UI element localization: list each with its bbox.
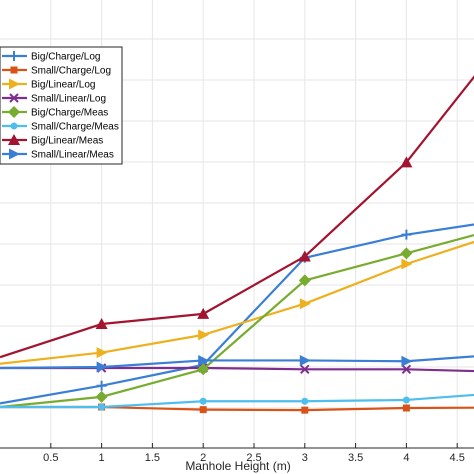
legend-label: Big/Charge/Log (31, 52, 101, 63)
data-point (96, 347, 108, 359)
legend-marker (8, 134, 20, 145)
legend-marker (10, 66, 18, 74)
legend-item: Big/Linear/Log (2, 78, 96, 91)
legend-item: Big/Linear/Meas (2, 134, 103, 147)
legend-marker (9, 78, 20, 90)
data-point (98, 403, 106, 411)
series-layer (0, 75, 474, 414)
data-point (96, 380, 107, 391)
legend-item: Big/Charge/Meas (2, 106, 108, 119)
legend-label: Small/Linear/Meas (31, 150, 114, 161)
series-line (0, 223, 474, 405)
data-point (96, 361, 108, 373)
x-tick-label: 4 (403, 452, 409, 464)
legend-item: Small/Linear/Log (2, 93, 106, 105)
legend-item: Big/Charge/Log (2, 51, 101, 63)
data-point (401, 355, 413, 367)
legend: Big/Charge/Log Small/Charge/Log Big/Linear… (0, 46, 123, 165)
data-point (300, 364, 310, 375)
data-point (95, 390, 108, 403)
series-line (0, 75, 474, 359)
data-point (199, 406, 207, 414)
legend-label: Small/Charge/Log (31, 66, 111, 77)
x-tick-label: 4.5 (450, 452, 465, 464)
x-tick-label: 2 (200, 452, 206, 464)
data-point (401, 258, 413, 270)
series-line (0, 355, 474, 370)
data-point (301, 397, 309, 405)
series-line (0, 240, 474, 365)
data-point (301, 406, 309, 414)
legend-label: Big/Linear/Meas (31, 136, 103, 147)
series-line (0, 393, 474, 409)
x-tick-label: 1 (99, 452, 105, 464)
legend-label: Small/Charge/Meas (31, 122, 119, 133)
series-5 (0, 233, 474, 409)
data-point (299, 354, 311, 366)
legend-marker (9, 93, 19, 103)
series-8 (0, 354, 474, 373)
data-point (400, 156, 413, 168)
legend-label: Small/Linear/Log (31, 94, 106, 105)
data-point (95, 318, 108, 330)
x-tick-label: 0.5 (43, 452, 58, 464)
legend-item: Small/Charge/Log (2, 66, 111, 77)
data-point (402, 396, 410, 404)
data-point (199, 397, 207, 405)
x-tick-label: 3 (302, 452, 308, 464)
x-tick-label: 3.5 (348, 452, 363, 464)
data-point (299, 298, 311, 310)
data-point (400, 247, 413, 260)
legend-label: Big/Linear/Log (31, 80, 96, 91)
data-point (198, 354, 210, 366)
data-point (401, 364, 412, 375)
series-3 (0, 240, 474, 365)
legend-item: Small/Linear/Meas (2, 148, 114, 161)
data-point (298, 274, 311, 287)
x-ticks: 0.5 1 1.5 2 2.5 3 3.5 4 4.5 (43, 443, 465, 464)
legend-box (0, 46, 123, 165)
legend-label: Big/Charge/Meas (31, 108, 108, 119)
data-point (197, 363, 210, 376)
data-point (298, 250, 311, 262)
data-point (402, 404, 410, 412)
legend-marker (10, 122, 18, 130)
data-point (197, 307, 210, 319)
legend-marker (9, 51, 19, 61)
data-point (198, 329, 210, 341)
legend-item: Small/Charge/Meas (2, 122, 119, 133)
x-axis-label: Manhole Height (m) (185, 459, 290, 473)
series-line (0, 233, 474, 409)
legend-marker (8, 106, 20, 118)
x-tick-label: 1.5 (145, 452, 160, 464)
series-7 (0, 75, 474, 359)
data-point (401, 229, 412, 240)
series-6 (0, 393, 474, 411)
legend-marker (9, 148, 20, 160)
x-tick-label: 2.5 (246, 452, 261, 464)
